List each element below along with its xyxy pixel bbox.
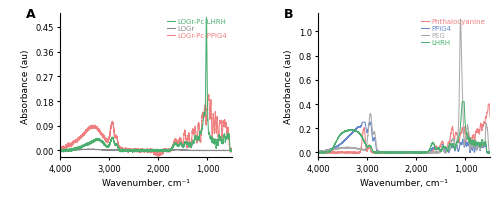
Phthalocyanine [388,151,394,154]
PEG [315,151,321,154]
LHRH [388,152,394,154]
LHRH [473,142,479,145]
PEG [422,152,428,155]
Legend: Phthalocyanine, PPIG4, PEG, LHRH: Phthalocyanine, PPIG4, PEG, LHRH [420,18,486,47]
Line: Phthalocyanine: Phthalocyanine [318,104,490,154]
LOGr [215,149,221,152]
LOGr-Pc-LHRH [130,149,136,152]
PPIG4 [440,145,446,147]
LOGr-Pc-LHRH [130,152,136,154]
PEG [458,19,464,21]
PPIG4 [360,121,366,124]
Line: LOGr-Pc-PPIG4: LOGr-Pc-PPIG4 [60,95,232,157]
PEG [482,143,488,145]
Line: PPIG4: PPIG4 [318,123,490,154]
Phthalocyanine [383,152,389,155]
LOGr-Pc-PPIG4 [130,149,136,152]
PPIG4 [388,151,394,153]
Phthalocyanine [315,151,321,154]
LOGr-Pc-LHRH [57,150,63,153]
LHRH [482,143,488,145]
PEG [388,151,394,154]
PPIG4 [473,147,479,149]
Line: LHRH: LHRH [318,102,490,154]
LOGr [229,149,235,152]
LOGr-Pc-PPIG4 [138,150,144,153]
LOGr [196,150,202,152]
LOGr [57,149,63,152]
LOGr-Pc-PPIG4 [206,94,212,96]
PPIG4 [388,152,394,154]
Phthalocyanine [388,152,394,154]
LOGr-Pc-PPIG4 [215,137,221,139]
LOGr-Pc-PPIG4 [224,131,230,134]
PEG [487,152,493,154]
PPIG4 [412,152,418,155]
LOGr [182,149,188,152]
LOGr-Pc-PPIG4 [182,131,188,133]
PEG [396,152,402,154]
LOGr [139,149,145,152]
LOGr-Pc-PPIG4 [130,149,136,152]
PPIG4 [397,152,403,154]
LHRH [459,101,465,103]
Text: B: B [284,8,293,21]
Phthalocyanine [486,103,492,106]
LOGr-Pc-LHRH [139,148,145,151]
LOGr-Pc-LHRH [204,17,210,20]
LOGr-Pc-LHRH [130,149,136,151]
LOGr [224,149,230,152]
LOGr-Pc-LHRH [229,150,235,153]
LOGr [130,149,136,152]
LOGr [130,149,136,152]
X-axis label: Wavenumber, cm⁻¹: Wavenumber, cm⁻¹ [102,178,190,187]
Line: LOGr-Pc-LHRH: LOGr-Pc-LHRH [60,19,232,153]
Phthalocyanine [397,152,403,154]
Phthalocyanine [440,141,446,144]
LHRH [487,151,493,154]
Legend: LOGr-Pc-LHRH, LOGr, LOGr-Pc-PPIG4: LOGr-Pc-LHRH, LOGr, LOGr-Pc-PPIG4 [166,18,228,40]
Phthalocyanine [487,116,493,119]
Line: LOGr: LOGr [60,149,232,151]
LOGr [90,148,96,151]
Line: PEG: PEG [318,20,490,153]
X-axis label: Wavenumber, cm⁻¹: Wavenumber, cm⁻¹ [360,178,448,187]
LHRH [440,145,446,148]
Phthalocyanine [482,122,488,125]
LOGr-Pc-PPIG4 [57,147,63,149]
LHRH [315,152,321,154]
LOGr-Pc-LHRH [215,143,221,146]
LOGr-Pc-PPIG4 [229,149,235,152]
LOGr-Pc-LHRH [182,142,188,144]
PPIG4 [482,145,488,148]
PEG [388,152,394,154]
PEG [473,148,479,150]
PEG [440,147,446,149]
Text: A: A [26,8,35,21]
PPIG4 [487,151,493,153]
LOGr-Pc-LHRH [224,137,230,140]
LOGr-Pc-PPIG4 [156,156,162,159]
LHRH [316,152,322,155]
Y-axis label: Absorbance (au): Absorbance (au) [284,49,293,123]
LHRH [388,152,394,154]
PPIG4 [315,151,321,153]
Phthalocyanine [473,132,479,134]
LHRH [397,152,403,154]
Y-axis label: Absorbance (au): Absorbance (au) [20,49,30,123]
